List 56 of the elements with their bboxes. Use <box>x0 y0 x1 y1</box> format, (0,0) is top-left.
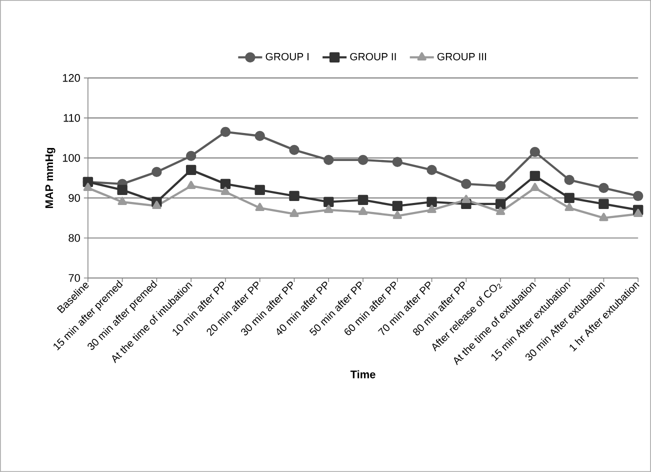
y-tick-label: 100 <box>62 154 80 162</box>
point <box>426 196 437 208</box>
point <box>392 200 402 212</box>
point <box>564 202 574 212</box>
point <box>290 208 299 218</box>
point <box>118 196 127 206</box>
point <box>186 150 196 162</box>
point <box>598 198 609 210</box>
point <box>152 200 162 210</box>
legend-label: GROUP II <box>350 52 396 60</box>
point <box>255 202 264 212</box>
point <box>461 178 472 190</box>
point <box>530 182 540 192</box>
point <box>186 164 196 176</box>
point <box>462 194 471 204</box>
point <box>358 206 368 216</box>
point <box>324 154 334 166</box>
y-tick-label: 70 <box>68 274 80 282</box>
point <box>564 192 574 204</box>
y-tick-label: 120 <box>62 74 80 82</box>
point <box>289 144 300 156</box>
point <box>530 170 540 182</box>
point <box>220 186 230 196</box>
legend-label: GROUP I <box>266 52 308 60</box>
point <box>358 194 368 206</box>
point <box>117 184 128 196</box>
y-tick-label: 90 <box>68 194 80 202</box>
point <box>152 166 162 178</box>
point <box>324 204 334 214</box>
point <box>496 206 506 216</box>
y-tick-label: 80 <box>68 234 80 242</box>
point <box>324 196 334 208</box>
y-tick-label: 110 <box>64 114 80 122</box>
point <box>599 212 608 222</box>
point <box>598 182 609 194</box>
point <box>254 130 265 142</box>
point <box>426 164 437 176</box>
point <box>186 180 196 190</box>
y-axis-title: MAP mmHg <box>45 148 56 208</box>
point <box>495 198 506 210</box>
point <box>289 190 300 202</box>
point <box>564 174 574 186</box>
point <box>220 178 231 190</box>
point <box>634 208 643 218</box>
point <box>83 182 92 192</box>
point <box>392 156 402 168</box>
point <box>358 154 368 166</box>
point <box>254 184 265 196</box>
point <box>392 210 402 220</box>
point <box>495 180 506 192</box>
point <box>530 146 540 158</box>
point <box>427 204 436 214</box>
point <box>632 190 644 202</box>
point <box>220 126 231 138</box>
legend-label: GROUP III <box>437 52 486 60</box>
x-axis-title: Time <box>350 370 376 378</box>
